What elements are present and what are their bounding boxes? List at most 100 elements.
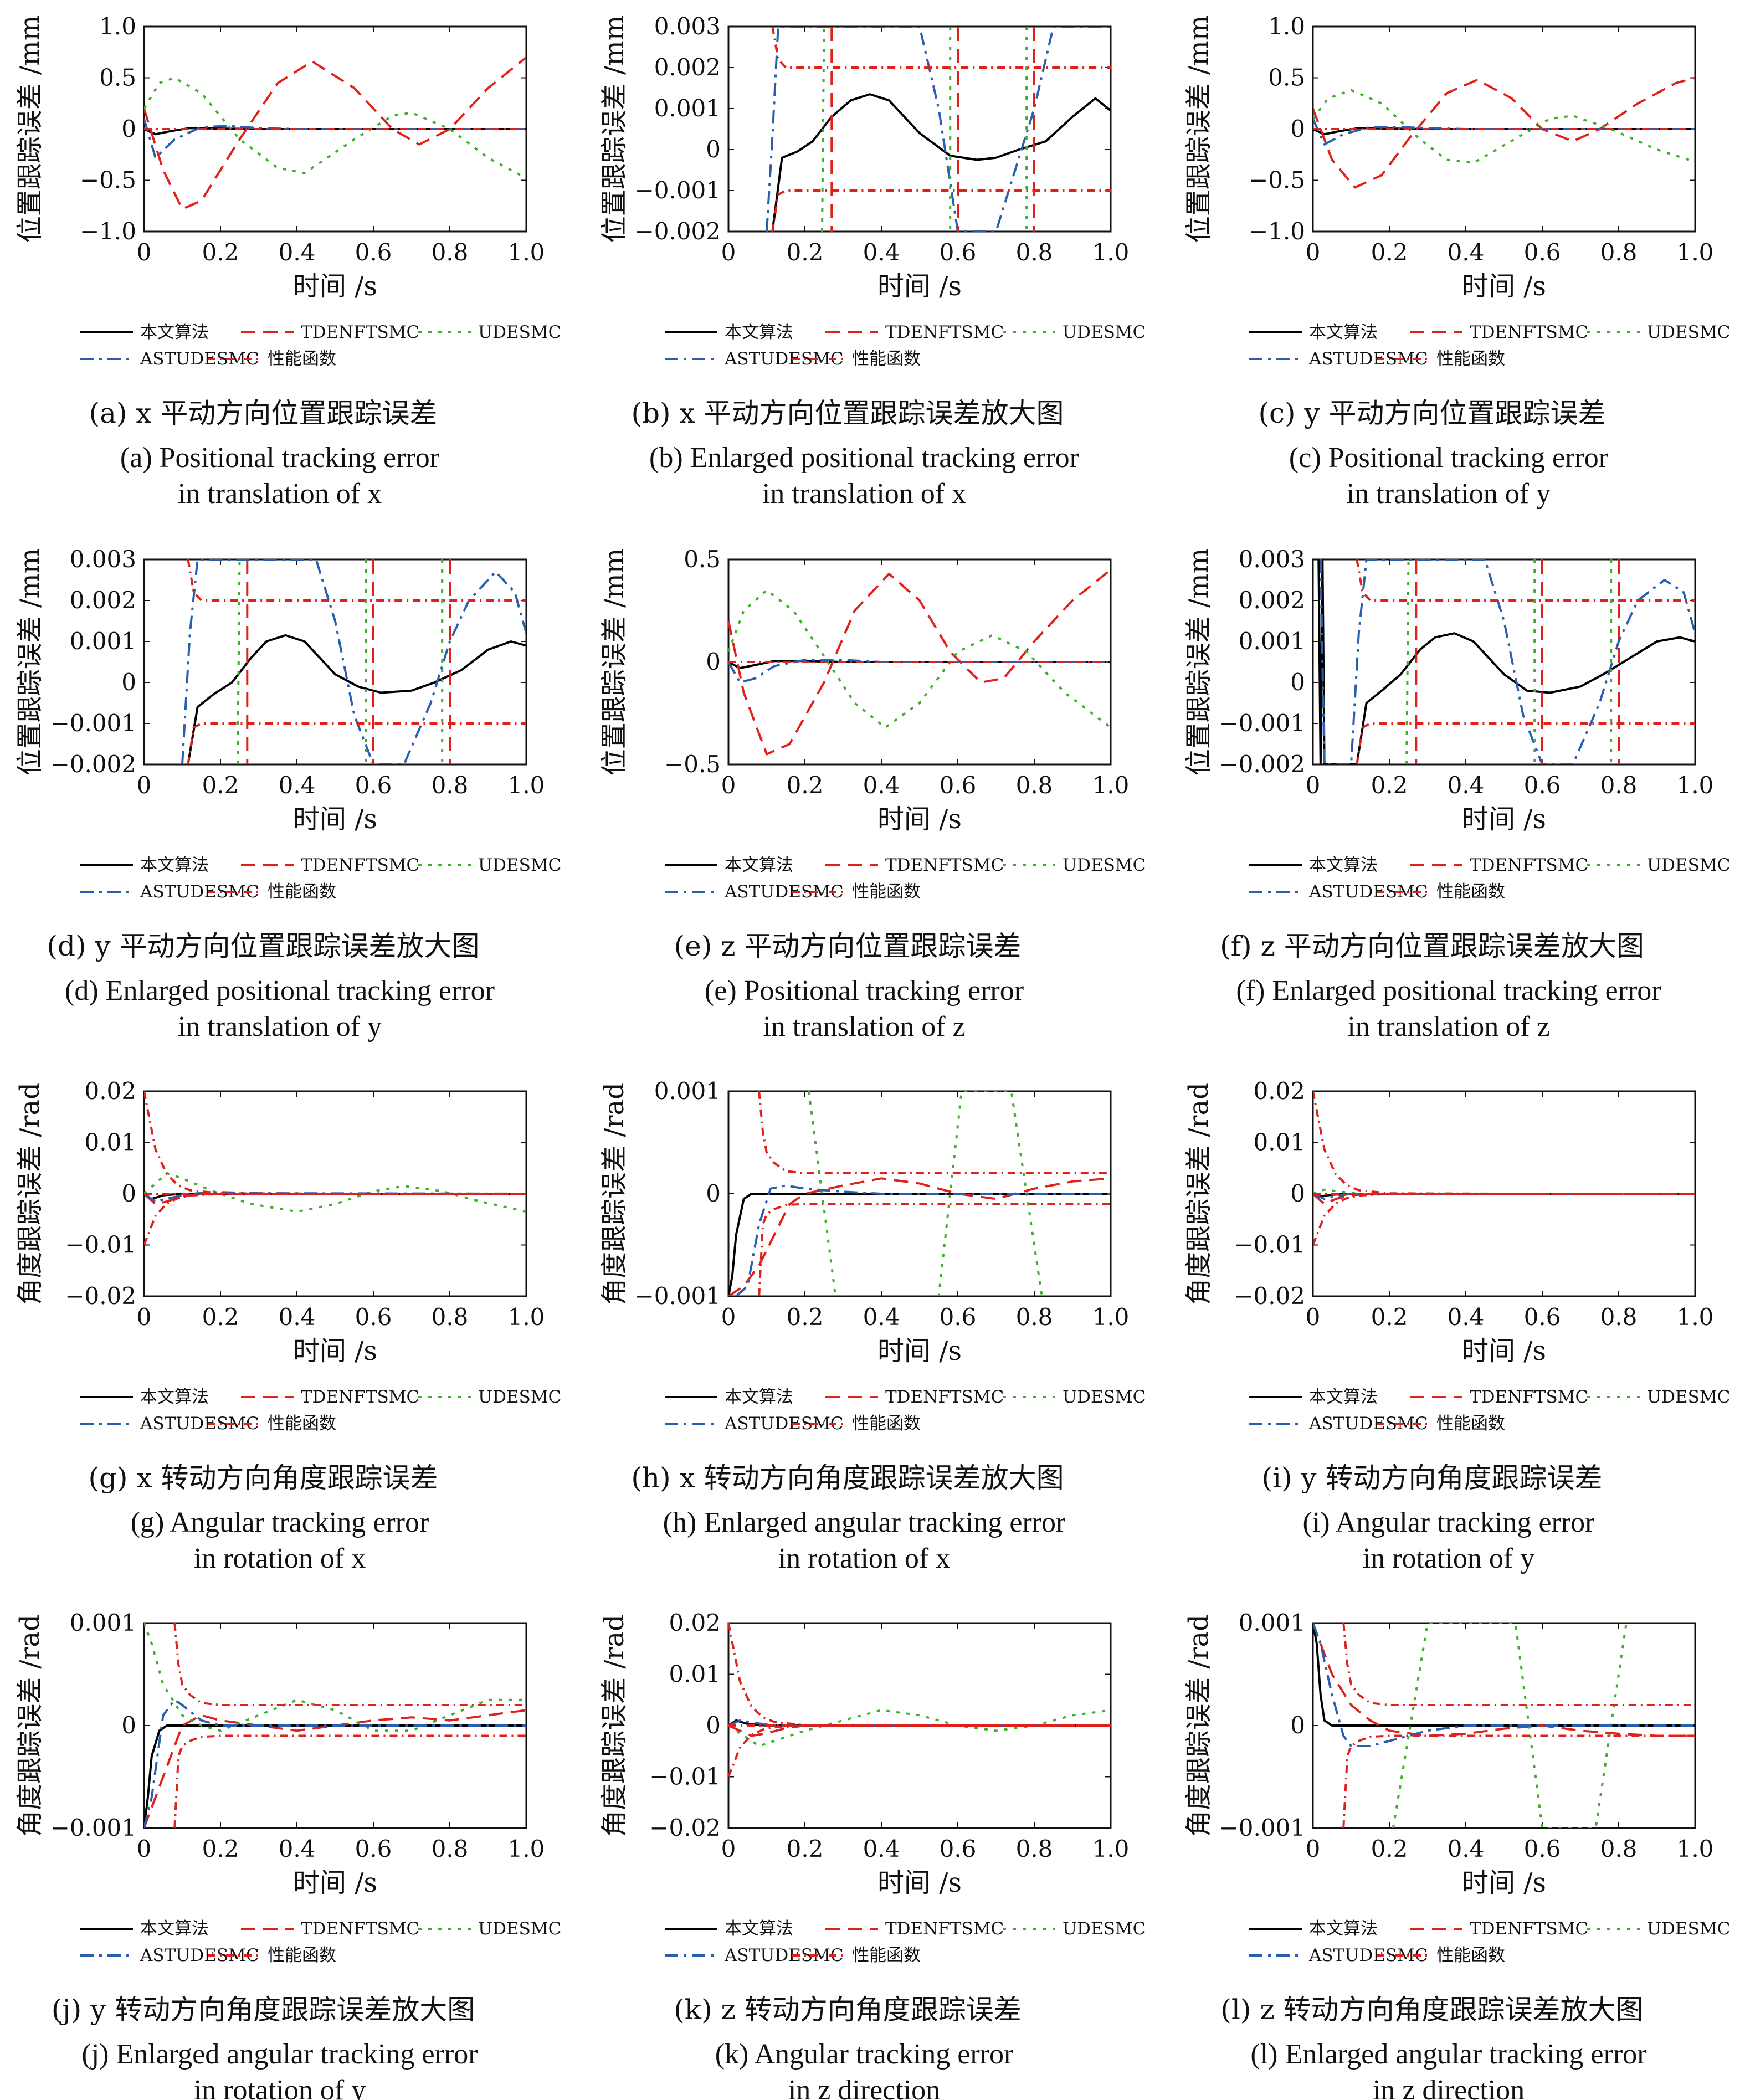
legend-label-ours: 本文算法 [1309, 1387, 1378, 1407]
legend-label-udesmc: UDESMC [478, 855, 561, 875]
x-tick-label: 0.6 [1524, 1303, 1561, 1331]
series-line-perf [187, 559, 526, 602]
y-tick-label: 0.003 [1239, 546, 1305, 573]
plot-frame [1312, 558, 1696, 766]
y-axis-label: 位置跟踪误差 /mm [599, 16, 630, 243]
legend-label-ours: 本文算法 [140, 1387, 209, 1407]
caption-en-line1: (b) Enlarged positional tracking error [649, 442, 1079, 474]
y-tick-label: −0.01 [1234, 1231, 1305, 1259]
y-tick-label: 0 [121, 1712, 136, 1739]
panel-f: 0 0.2 0.4 0.6 0.8 1.0 0.003 0.002 0.001 0 −0.001 −0… [1183, 546, 1730, 1043]
caption-en-line2: in translation of x [178, 478, 382, 510]
caption-en-line2: in rotation of x [194, 1543, 366, 1574]
series-line-astudesmc [1319, 559, 1695, 764]
y-tick-label: 0 [121, 669, 136, 696]
x-tick-label: 0.8 [1016, 1303, 1053, 1331]
y-tick-label: 0 [1290, 1180, 1305, 1207]
y-axis-label: 角度跟踪误差 /rad [1183, 1082, 1214, 1305]
legend-label-ours: 本文算法 [1309, 855, 1378, 875]
x-axis-label: 时间 /s [877, 804, 962, 835]
y-tick-label: 0.002 [654, 54, 721, 81]
caption-en-line2: in translation of y [178, 1011, 382, 1043]
x-axis-label: 时间 /s [293, 804, 377, 835]
series-line-perf-lower [758, 1203, 1111, 1296]
series-line-ours [1313, 1623, 1695, 1727]
y-axis-label: 位置跟踪误差 /mm [599, 548, 630, 776]
caption-en-line2: in translation of z [763, 1011, 965, 1043]
y-tick-label: −0.001 [635, 177, 721, 204]
y-tick-label: 0 [706, 1712, 721, 1739]
x-tick-label: 0.2 [202, 1835, 239, 1862]
x-tick-label: 0 [1306, 1303, 1321, 1331]
x-tick-label: 0 [721, 1835, 736, 1862]
y-tick-label: 0.5 [99, 64, 136, 91]
legend-label-perf: 性能函数 [268, 882, 336, 902]
series-line-ours [144, 1724, 526, 1828]
legend-label-perf: 性能函数 [1436, 882, 1505, 902]
x-tick-label: 0.8 [1600, 1835, 1638, 1862]
legend: 本文算法 TDENFTSMC UDESMC ASTUDESMC 性能函数 [80, 855, 561, 902]
legend-label-udesmc: UDESMC [478, 322, 561, 342]
series-group [1313, 76, 1695, 189]
x-tick-label: 0.2 [787, 772, 824, 799]
legend: 本文算法 TDENFTSMC UDESMC ASTUDESMC 性能函数 [1249, 322, 1730, 369]
series-line-perf-lower [144, 1193, 526, 1246]
y-axis-label: 位置跟踪误差 /mm [14, 16, 45, 243]
y-tick-label: 0.001 [654, 1077, 721, 1105]
series-group [1313, 1091, 1695, 1246]
series-line-perf-upper [728, 1623, 1111, 1727]
legend-label-udesmc: UDESMC [1647, 1387, 1730, 1407]
y-tick-label: 0.01 [84, 1129, 136, 1156]
x-tick-label: 0.6 [355, 772, 392, 799]
series-line-udesmc [144, 76, 526, 179]
x-tick-label: 1.0 [508, 1303, 545, 1331]
x-tick-label: 0.4 [279, 1303, 316, 1331]
x-tick-label: 0.4 [863, 772, 900, 799]
y-tick-label: 0.002 [1239, 587, 1305, 614]
series-line-tdenftsmc [728, 568, 1111, 756]
series-group [144, 1091, 526, 1246]
series-line-ours [771, 93, 1111, 232]
legend-label-astudesmc: ASTUDESMC [140, 882, 259, 902]
y-tick-label: 0.02 [84, 1077, 136, 1105]
caption-cn: (a) x 平动方向位置跟踪误差 [89, 397, 438, 429]
legend-label-udesmc: UDESMC [1647, 1919, 1730, 1939]
series-line-tdenftsmc [1313, 1623, 1695, 1737]
y-tick-label: 0.001 [1239, 628, 1305, 655]
y-axis-label: 角度跟踪误差 /rad [14, 1082, 45, 1305]
y-tick-label: 0 [706, 1180, 721, 1207]
y-tick-label: 0 [121, 115, 136, 142]
panel-g: 0 0.2 0.4 0.6 0.8 1.0 0.02 0.01 0 −0.01 −0.02 时间 /s… [14, 1077, 561, 1574]
legend-label-astudesmc: ASTUDESMC [724, 882, 844, 902]
panel-i: 0 0.2 0.4 0.6 0.8 1.0 0.02 0.01 0 −0.01 −0.02 时间 /s… [1183, 1077, 1730, 1574]
y-axis-label: 位置跟踪误差 /mm [1183, 16, 1214, 243]
y-tick-label: −0.02 [649, 1814, 721, 1841]
series-group [728, 568, 1111, 756]
legend-label-ours: 本文算法 [725, 322, 793, 342]
series-line-astudesmc [728, 1719, 1111, 1727]
x-tick-label: 0.6 [940, 1835, 977, 1862]
caption-en-line1: (k) Angular tracking error [715, 2039, 1014, 2070]
legend-label-ours: 本文算法 [140, 322, 209, 342]
x-tick-label: 0.4 [1448, 772, 1485, 799]
legend-label-ours: 本文算法 [725, 855, 793, 875]
series-line-udesmc [728, 1709, 1111, 1747]
caption-cn: (f) z 平动方向位置跟踪误差放大图 [1220, 930, 1644, 962]
series-line-astudesmc [181, 559, 526, 764]
legend-label-astudesmc: ASTUDESMC [724, 349, 844, 369]
caption-en-line1: (d) Enlarged positional tracking error [65, 975, 495, 1007]
series-line-perf [771, 27, 1111, 69]
legend-label-tdenftsmc: TDENFTSMC [885, 322, 1004, 342]
x-tick-label: 0.4 [1448, 1835, 1485, 1862]
series-line-astudesmc [735, 1184, 1111, 1296]
series-line-perf-lower [187, 722, 526, 764]
caption-en-line1: (h) Enlarged angular tracking error [663, 1507, 1066, 1538]
x-axis-label: 时间 /s [877, 271, 962, 302]
x-tick-label: 0.8 [432, 1303, 469, 1331]
caption-en-line1: (i) Angular tracking error [1302, 1507, 1594, 1538]
y-axis-label: 角度跟踪误差 /rad [14, 1614, 45, 1837]
x-axis-label: 时间 /s [877, 1867, 962, 1898]
x-tick-label: 0.2 [787, 1303, 824, 1331]
